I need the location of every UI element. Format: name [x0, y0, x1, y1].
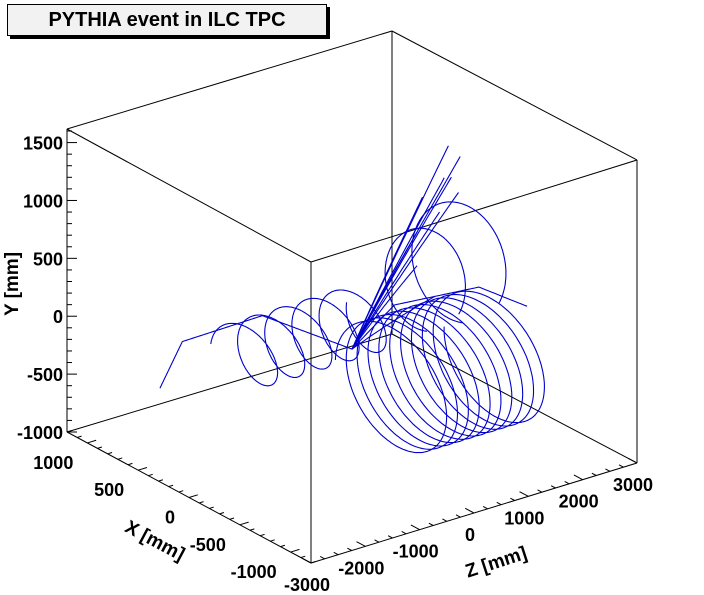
x-tick [199, 501, 204, 504]
x-tick [127, 462, 133, 466]
x-tick-label: 1000 [33, 453, 73, 473]
frame-edge [391, 333, 638, 464]
z-tick [333, 551, 339, 556]
y-tick-label: 1500 [23, 134, 63, 154]
y-tick-label: -500 [27, 365, 63, 385]
x-tick-label: 500 [94, 480, 124, 500]
chart-title: PYTHIA event in ILC TPC [7, 4, 327, 36]
x-tick [148, 473, 153, 477]
z-tick [519, 491, 529, 497]
z-tick [401, 531, 407, 535]
x-tick [209, 506, 214, 509]
x-tick [280, 544, 286, 548]
z-tick-label: 2000 [559, 492, 599, 512]
x-tick [239, 521, 249, 526]
z-tick-label: 1000 [504, 508, 544, 528]
z-tick [410, 524, 420, 531]
z-tick [428, 522, 434, 526]
x-tick [158, 479, 164, 482]
z-tick [319, 556, 325, 560]
y-tick-label: -1000 [17, 423, 63, 443]
z-tick [464, 507, 475, 514]
z-tick [442, 518, 448, 522]
z-tick [356, 541, 366, 547]
z-tick [618, 464, 624, 468]
z-tick [591, 472, 597, 476]
z-tick-label: -2000 [338, 558, 384, 578]
z-tick [550, 485, 556, 489]
z-tick [301, 557, 312, 564]
x-tick [290, 548, 300, 553]
z-tick [455, 514, 461, 518]
z-tick [482, 506, 488, 510]
x-tick [87, 439, 97, 444]
z-tick [605, 468, 611, 472]
track-path [351, 156, 461, 350]
z-tick-label: 3000 [613, 475, 653, 495]
x-tick [249, 528, 255, 531]
z-tick-label: -3000 [284, 575, 330, 595]
y-axis-label: Y [mm] [2, 252, 23, 316]
x-tick-label: 0 [165, 508, 175, 528]
z-tick [510, 497, 515, 501]
x-tick [188, 494, 198, 498]
y-tick-label: 0 [53, 307, 63, 327]
frame-edge [66, 128, 312, 263]
box-frame [66, 30, 638, 564]
x-tick [77, 435, 82, 438]
x-tick [66, 430, 72, 433]
x-tick [310, 561, 316, 564]
x-tick [260, 533, 265, 537]
z-axis-label: Z [mm] [463, 543, 530, 583]
x-tick-label: -1000 [231, 562, 277, 582]
x-tick [97, 446, 103, 449]
frame-edge [391, 30, 638, 161]
z-tick-label: -1000 [393, 542, 439, 562]
track-path [351, 265, 418, 350]
z-tick [627, 457, 638, 464]
x-tick [229, 517, 235, 520]
z-tick [347, 547, 352, 551]
track-path [334, 290, 545, 454]
z-tick [496, 501, 502, 506]
frame-edge [310, 159, 638, 263]
frame-edge [66, 333, 393, 433]
track-path [384, 227, 466, 332]
z-tick-label: 0 [465, 525, 475, 545]
x-tick [300, 555, 306, 559]
track-path [411, 201, 507, 324]
z-tick [374, 539, 380, 543]
z-tick [537, 489, 543, 493]
track-path [159, 315, 353, 389]
z-tick [387, 535, 393, 539]
x-axis-label: X [mm] [121, 517, 188, 566]
y-tick-label: 500 [33, 249, 63, 269]
x-tick [107, 452, 113, 455]
x-tick [178, 490, 184, 493]
track-path [210, 289, 387, 387]
x-tick [168, 484, 174, 488]
y-tick-label: 1000 [23, 191, 63, 211]
x-tick [138, 467, 148, 471]
x-tick-label: -500 [190, 535, 226, 555]
x-tick [219, 512, 225, 515]
x-tick [270, 539, 275, 542]
track-path [351, 145, 449, 350]
z-tick [564, 481, 570, 485]
x-tick [117, 457, 123, 460]
frame-edge [66, 30, 393, 130]
z-tick [573, 474, 583, 481]
